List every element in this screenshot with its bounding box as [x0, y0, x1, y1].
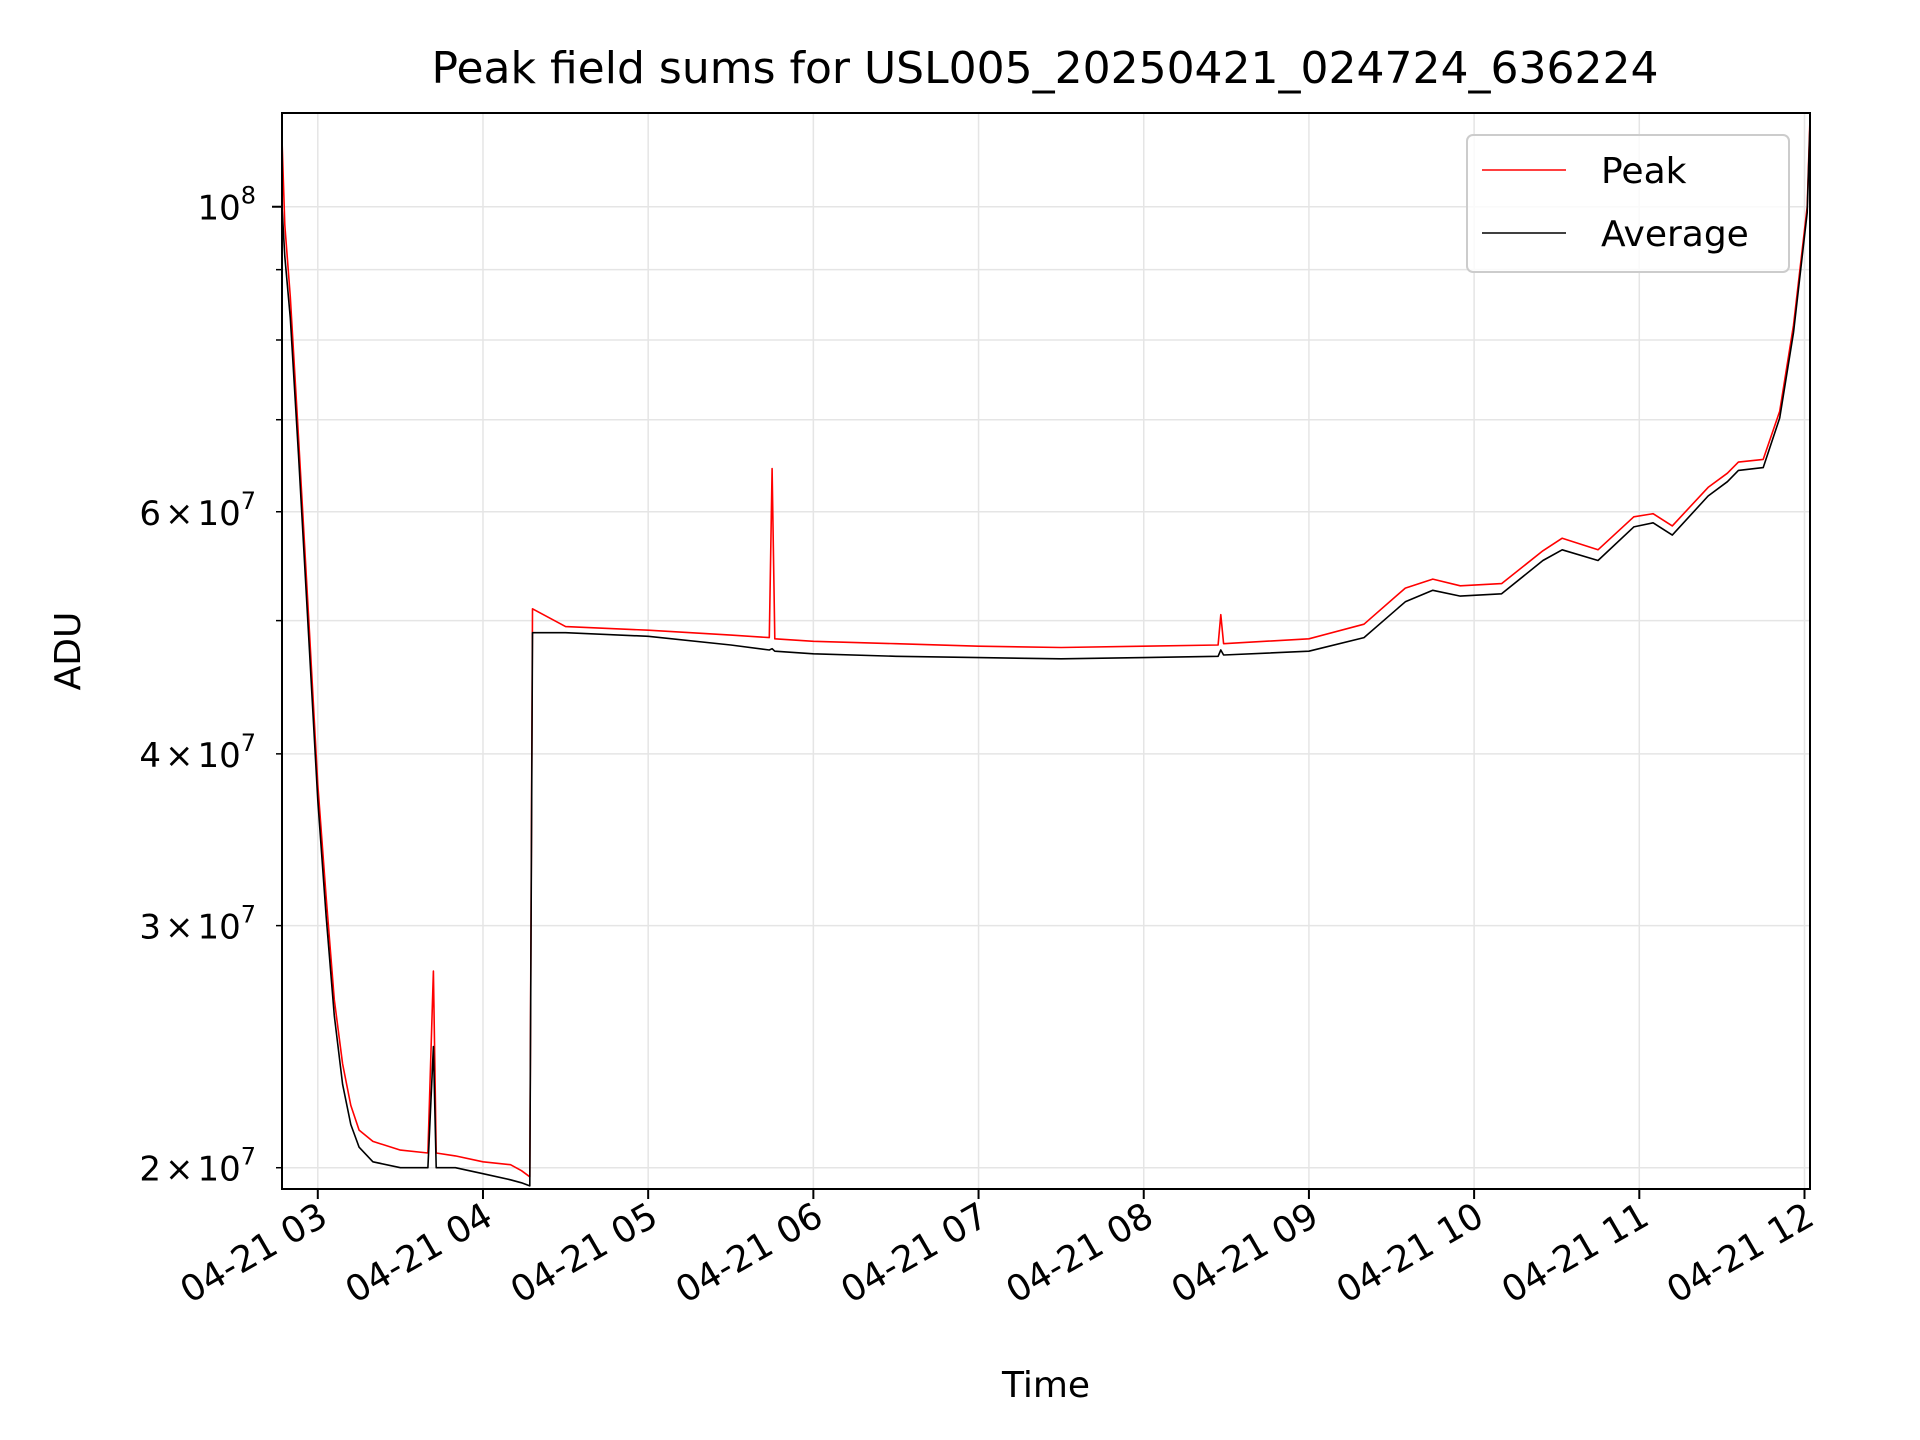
- y-tick-times: ×: [165, 494, 194, 534]
- y-tick-mantissa: 2: [139, 1150, 161, 1190]
- y-tick-mantissa: 4: [139, 736, 161, 776]
- y-tick-exponent: 7: [241, 729, 256, 757]
- series-line-peak: [282, 118, 1810, 1178]
- y-tick-label: 3 × 107: [139, 901, 256, 948]
- y-tick-times: ×: [165, 736, 194, 776]
- y-tick-mantissa: 6: [139, 494, 161, 534]
- y-tick-label: 6 × 107: [139, 487, 256, 534]
- y-tick-label: 108: [197, 182, 256, 229]
- y-tick-base: 10: [197, 494, 240, 534]
- y-tick-exponent: 8: [241, 182, 256, 210]
- y-tick-exponent: 7: [241, 901, 256, 929]
- y-tick-label: 2 × 107: [139, 1143, 256, 1190]
- y-tick-mantissa: 3: [139, 908, 161, 948]
- y-tick-times: ×: [165, 908, 194, 948]
- plot-frame: [281, 112, 1811, 1190]
- series-lines: [282, 118, 1810, 1187]
- legend-peak-label: Peak: [1601, 151, 1687, 192]
- y-tick-times: ×: [165, 1150, 194, 1190]
- y-tick-exponent: 7: [241, 487, 256, 515]
- y-tick-base: 10: [197, 1150, 240, 1190]
- chart-title: Peak field sums for USL005_20250421_0247…: [432, 43, 1659, 94]
- x-axis-label: Time: [1001, 1365, 1090, 1406]
- legend: Peak Average: [1466, 134, 1790, 273]
- y-tick-base: 10: [197, 908, 240, 948]
- y-tick-label: 4 × 107: [139, 729, 256, 776]
- y-tick-base: 10: [197, 736, 240, 776]
- series-line-average: [282, 123, 1810, 1187]
- legend-average-label: Average: [1601, 214, 1749, 255]
- y-tick-base: 10: [197, 189, 240, 229]
- y-tick-exponent: 7: [241, 1143, 256, 1171]
- y-axis-label: ADU: [48, 612, 89, 691]
